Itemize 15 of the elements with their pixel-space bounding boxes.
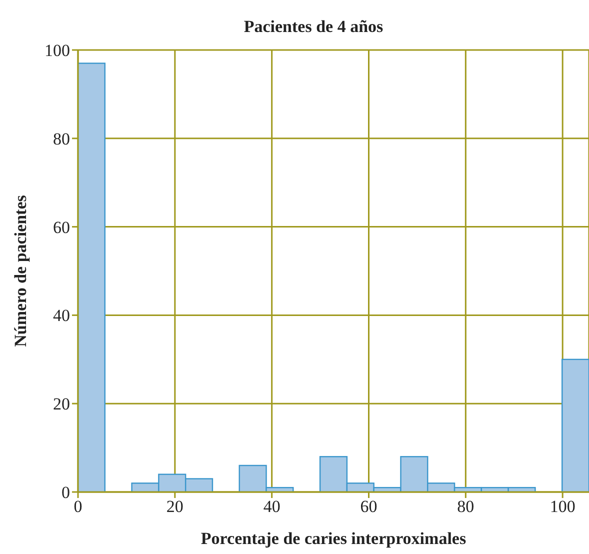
y-axis-title: Número de pacientes [11, 194, 30, 347]
y-tick-label: 80 [53, 129, 70, 148]
y-tick-label: 100 [44, 41, 70, 60]
y-tick-label: 60 [53, 218, 70, 237]
x-tick-label: 80 [457, 497, 474, 516]
y-tick-label: 40 [53, 306, 70, 326]
y-tick-label: 20 [53, 394, 70, 414]
x-tick-label: 60 [360, 497, 378, 516]
chart-title: Pacientes de 4 años [244, 17, 384, 36]
x-tick-label: 0 [74, 497, 82, 516]
x-axis-title: Porcentaje de caries interproximales [200, 529, 466, 548]
x-tick-label: 20 [166, 497, 184, 516]
x-tick-label: 100 [550, 497, 576, 516]
x-tick-label: 40 [263, 497, 280, 516]
y-tick-label: 0 [62, 483, 70, 502]
